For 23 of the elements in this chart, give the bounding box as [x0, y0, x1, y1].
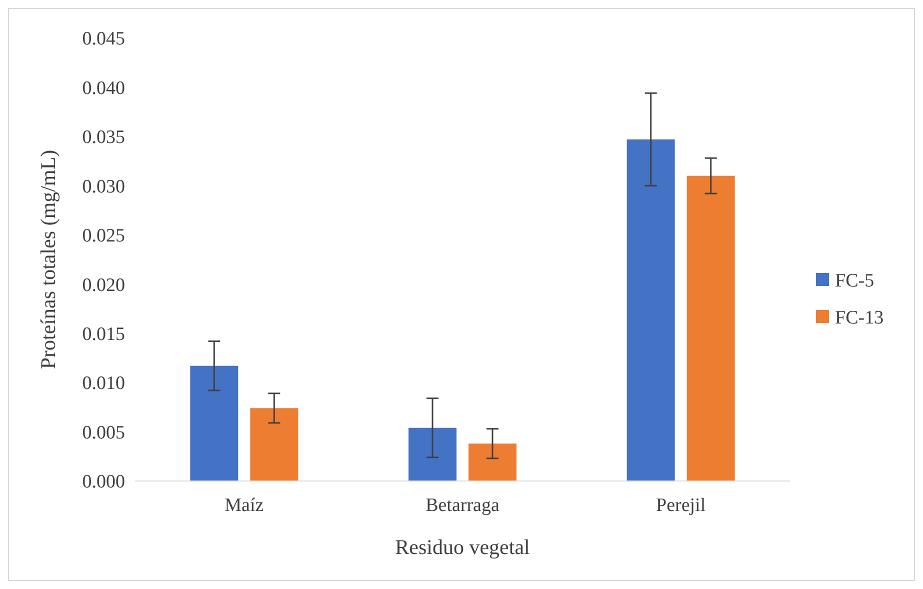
x-tick-label: Maíz — [224, 495, 264, 516]
y-tick-label: 0.015 — [82, 324, 125, 345]
y-tick-label: 0.030 — [82, 176, 125, 198]
y-tick-label: 0.045 — [82, 28, 125, 50]
x-tick-label: Betarraga — [426, 495, 500, 516]
bar — [626, 139, 675, 481]
y-tick-label: 0.000 — [82, 472, 125, 493]
y-tick-label: 0.035 — [82, 127, 125, 148]
legend-label: FC-5 — [835, 270, 874, 292]
y-tick-label: 0.020 — [82, 274, 125, 296]
y-tick-label: 0.040 — [82, 78, 125, 99]
bar — [190, 366, 238, 481]
y-tick-label: 0.010 — [82, 373, 125, 394]
x-tick-label: Perejil — [656, 495, 706, 516]
y-tick-label: 0.005 — [82, 422, 125, 444]
legend-label: FC-13 — [835, 308, 884, 329]
bar — [408, 428, 456, 481]
x-axis-title: Residuo vegetal — [395, 535, 530, 559]
bar — [250, 408, 298, 481]
bar — [468, 444, 516, 481]
bar — [686, 176, 735, 481]
y-axis-title: Proteínas totales (mg/mL) — [36, 150, 60, 370]
y-tick-label: 0.025 — [82, 226, 125, 247]
